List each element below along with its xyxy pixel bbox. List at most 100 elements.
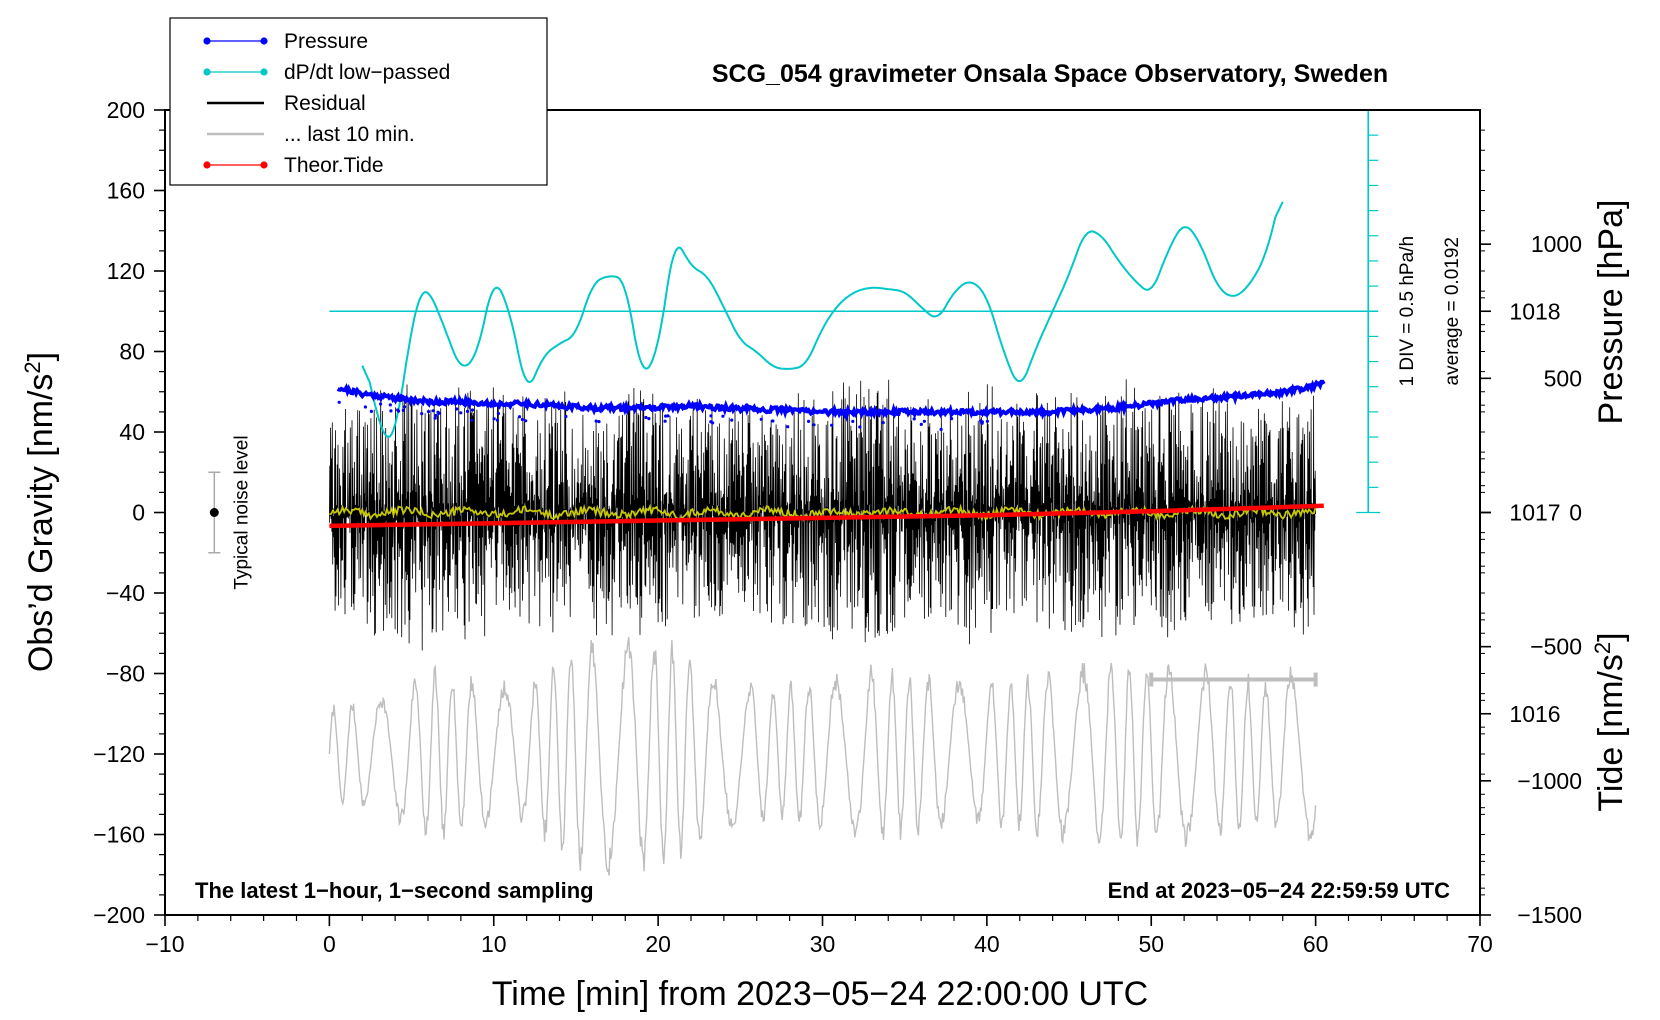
legend-label: Theor.Tide [284, 154, 384, 177]
pressure-point [647, 417, 651, 421]
tide-tick-label: 1000 [1531, 231, 1582, 257]
y-axis-left-label-sup: 2 [20, 361, 45, 373]
pressure-point [401, 408, 405, 412]
y-tick-label: 200 [107, 97, 145, 123]
x-tick-label: 0 [323, 931, 336, 957]
x-tick-label: 40 [974, 931, 1000, 957]
pressure-point [919, 422, 923, 426]
pressure-point [807, 419, 811, 423]
noise-label: Typical noise level [231, 435, 252, 589]
pressure-point [771, 419, 775, 423]
pressure-point [369, 409, 373, 413]
pressure-tick-label: 1016 [1509, 701, 1560, 727]
pressure-point [524, 419, 528, 423]
pressure-point [470, 408, 475, 412]
pressure-point [520, 417, 525, 422]
pressure-point [388, 403, 392, 407]
pressure-point [711, 421, 715, 425]
y-axis-left-label: Obs’d Gravity [nm/s2] [20, 352, 61, 672]
tide-tick-label: 0 [1569, 500, 1582, 526]
legend: Pressure dP/dt low−passed Residual ... last… [169, 17, 548, 186]
dpdt-average-label: average = 0.0192 [1442, 237, 1463, 385]
pressure-point [517, 415, 522, 419]
pressure-point [389, 409, 393, 413]
y-axis-tide-label-main: Tide [nm/s [1592, 654, 1630, 811]
legend-label: Residual [284, 92, 366, 115]
pressure-point [437, 411, 441, 415]
legend-label: dP/dt low−passed [284, 61, 450, 84]
pressure-point [465, 409, 470, 413]
residual-mean-line [329, 503, 1317, 523]
pressure-point [980, 420, 984, 424]
x-tick-label: 30 [810, 931, 836, 957]
pressure-point [939, 427, 943, 431]
x-tick-label: 70 [1467, 931, 1493, 957]
y-tick-label: 0 [132, 500, 145, 526]
pressure-point [337, 400, 341, 404]
tide-tick-label: −1500 [1517, 902, 1582, 928]
pressure-point [426, 410, 431, 414]
x-tick-label: −10 [145, 931, 184, 957]
pressure-point [459, 411, 463, 415]
pressure-point [496, 411, 500, 416]
pressure-point [666, 414, 670, 418]
footer-right: End at 2023−05−24 22:59:59 UTC [1108, 878, 1451, 903]
y-axis-left-label-end: ] [22, 352, 60, 361]
y-axis-tide: 1000 500 0 −500 −1000 −1500 [1480, 231, 1582, 928]
pressure-point [644, 415, 648, 420]
y-tick-label: −120 [93, 741, 145, 767]
annotation-layer: 1 DIV = 0.5 hPa/h average = 0.0192 Typical… [208, 109, 1463, 687]
pressure-point [396, 408, 400, 412]
x-axis-label: Time [min] from 2023−05−24 22:00:00 UTC [492, 975, 1148, 1013]
pressure-point [420, 412, 424, 416]
y-tick-label: −160 [93, 822, 145, 848]
pressure-point [433, 416, 437, 420]
y-tick-label: 40 [119, 419, 145, 445]
pressure-point [786, 425, 790, 429]
pressure-point [663, 419, 667, 423]
y-axis-tide-label: Tide [nm/s2] [1590, 632, 1631, 811]
x-tick-label: 60 [1303, 931, 1329, 957]
y-axis-tide-label-end: ] [1592, 632, 1630, 641]
pressure-point [812, 423, 816, 427]
pressure-point [434, 413, 438, 417]
pressure-point [564, 414, 568, 419]
y-tick-label: −80 [106, 661, 145, 687]
pressure-point [912, 417, 916, 421]
pressure-tick-label: 1018 [1509, 298, 1560, 324]
pressure-point [851, 419, 855, 423]
y-tick-label: 80 [119, 339, 145, 365]
pressure-point [985, 419, 990, 423]
footer-left: The latest 1−hour, 1−second sampling [195, 878, 594, 903]
legend-label: ... last 10 min. [284, 123, 415, 146]
pressure-point [730, 418, 734, 422]
tide-tick-label: −1000 [1517, 768, 1582, 794]
pressure-point [470, 418, 474, 422]
pressure-line [336, 379, 1326, 423]
x-tick-label: 50 [1138, 931, 1164, 957]
tide-tick-label: 500 [1544, 365, 1582, 391]
y-axis-pressure: 1018 1017 1016 [1480, 129, 1561, 916]
legend-frame [169, 17, 548, 186]
legend-swatch-dot [203, 161, 211, 169]
y-tick-label: 160 [107, 178, 145, 204]
y-tick-label: −200 [93, 902, 145, 928]
y-tick-label: −40 [106, 580, 145, 606]
pressure-point [379, 402, 383, 406]
pressure-point [495, 418, 499, 422]
x-tick-label: 20 [645, 931, 671, 957]
pressure-point [594, 419, 598, 423]
pressure-point [597, 420, 601, 424]
pressure-point [922, 419, 927, 423]
legend-swatch-dot [203, 37, 211, 45]
dpdt-line [361, 201, 1284, 439]
y-tick-label: 120 [107, 258, 145, 284]
pressure-point [664, 414, 668, 418]
pressure-tick-label: 1017 [1509, 500, 1560, 526]
tide-line [329, 503, 1324, 529]
pressure-point [431, 409, 435, 413]
pressure-point [881, 421, 885, 425]
data-layer [328, 201, 1379, 876]
y-axis-left: 200 160 120 80 40 0 −40 −80 −120 −160 −200 [93, 97, 165, 928]
